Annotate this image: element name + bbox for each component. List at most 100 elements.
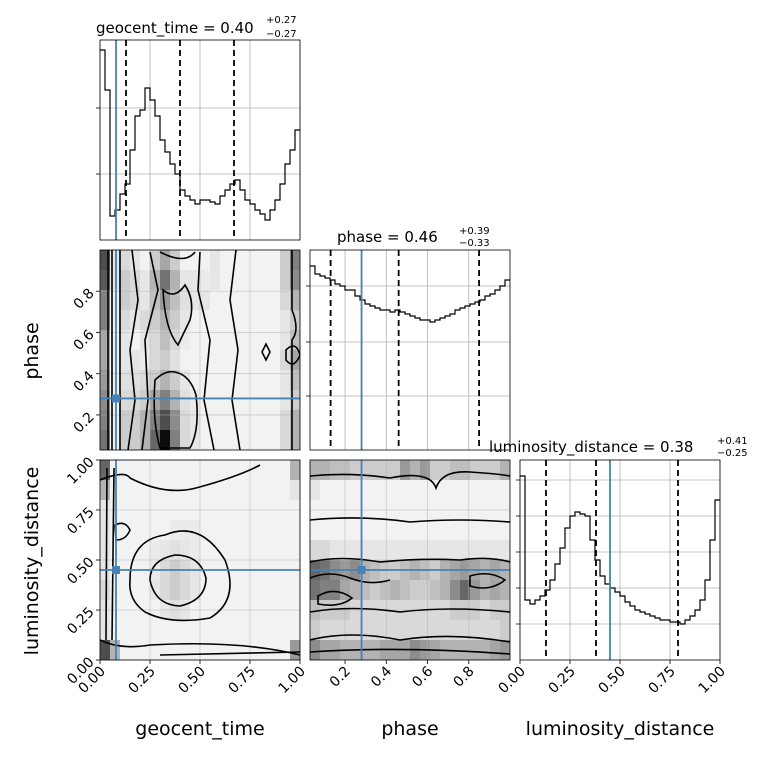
density-cell bbox=[160, 350, 171, 371]
density-cell bbox=[320, 520, 331, 541]
density-cell bbox=[360, 540, 371, 561]
density-cell bbox=[280, 580, 291, 601]
density-cell bbox=[210, 430, 221, 450]
density-cell bbox=[330, 580, 341, 601]
density-cell bbox=[240, 580, 251, 601]
density-cell bbox=[490, 540, 501, 561]
density-cell bbox=[250, 540, 261, 561]
density-cell bbox=[170, 290, 181, 311]
title-geocent-time-minus: −0.27 bbox=[266, 29, 297, 40]
x-label-luminosity-distance: luminosity_distance bbox=[526, 718, 715, 740]
density-cell bbox=[260, 480, 271, 501]
density-cell bbox=[210, 290, 221, 311]
density-cell bbox=[500, 620, 510, 641]
density-cell bbox=[370, 460, 381, 481]
density-cell bbox=[160, 370, 171, 391]
density-cell bbox=[160, 410, 171, 431]
density-cell bbox=[230, 640, 241, 660]
density-cell bbox=[220, 430, 231, 450]
density-cell bbox=[290, 350, 300, 371]
density-cell bbox=[200, 520, 211, 541]
density-cell bbox=[290, 330, 300, 351]
density-cell bbox=[210, 270, 221, 291]
density-cell bbox=[250, 520, 261, 541]
density-cell bbox=[210, 520, 221, 541]
density-cell bbox=[470, 580, 481, 601]
density-cell bbox=[490, 460, 501, 481]
density-cell bbox=[170, 310, 181, 331]
density-cell bbox=[310, 580, 321, 601]
quantile-lines bbox=[329, 250, 480, 450]
density-cell bbox=[220, 540, 231, 561]
density-cell bbox=[280, 640, 291, 660]
density-cell bbox=[350, 620, 361, 641]
density-cell bbox=[180, 460, 191, 481]
density-cell bbox=[270, 540, 281, 561]
density-cell bbox=[480, 620, 491, 641]
density-cell bbox=[200, 480, 211, 501]
density-cell bbox=[360, 480, 371, 501]
density-cell bbox=[250, 620, 261, 641]
density-cell bbox=[410, 520, 421, 541]
density-cell bbox=[220, 250, 231, 271]
density-cell bbox=[290, 640, 300, 660]
density-cell bbox=[180, 370, 191, 391]
density-cell bbox=[100, 540, 111, 561]
axes-frame bbox=[99, 39, 301, 241]
density-cell bbox=[100, 640, 111, 660]
density-cell bbox=[100, 410, 111, 431]
density-cell bbox=[400, 460, 411, 481]
density-cell bbox=[240, 390, 251, 411]
density-cell bbox=[480, 580, 491, 601]
density-cell bbox=[460, 540, 471, 561]
density-cell bbox=[190, 540, 201, 561]
density-cell bbox=[120, 460, 131, 481]
density-cell bbox=[220, 640, 231, 660]
contour-band-top bbox=[310, 557, 510, 563]
density-cell bbox=[120, 520, 131, 541]
density-cell bbox=[440, 620, 451, 641]
density-cell bbox=[320, 480, 331, 501]
x-tick-label: 0.6 bbox=[409, 663, 436, 690]
density-cell bbox=[270, 350, 281, 371]
density-cell bbox=[130, 370, 141, 391]
density-cell bbox=[390, 520, 401, 541]
y-tick-label: 0.6 bbox=[71, 327, 98, 354]
density-cell bbox=[190, 250, 201, 271]
x-ticks-luminosity-distance: 0.00 0.25 0.50 0.75 1.00 bbox=[495, 660, 729, 697]
density-cell bbox=[240, 310, 251, 331]
density-cell bbox=[220, 480, 231, 501]
density-cell bbox=[180, 310, 191, 331]
density-cell bbox=[380, 620, 391, 641]
density-cell bbox=[170, 620, 181, 641]
density-cell bbox=[100, 370, 111, 391]
x-ticks-geocent-time: 0.00 0.25 0.50 0.75 1.00 bbox=[75, 660, 309, 697]
histogram-geocent-time bbox=[100, 49, 300, 221]
density-cell bbox=[400, 540, 411, 561]
density-cell bbox=[450, 620, 461, 641]
density-cell bbox=[210, 250, 221, 271]
density-cell bbox=[280, 310, 291, 331]
density-cell bbox=[500, 460, 510, 481]
density-cell bbox=[210, 310, 221, 331]
density-cell bbox=[270, 250, 281, 271]
density-cell bbox=[190, 310, 201, 331]
density-cell bbox=[210, 640, 221, 660]
density-cell bbox=[260, 520, 271, 541]
density-cell bbox=[230, 620, 241, 641]
density-cell bbox=[280, 540, 291, 561]
density-cell bbox=[220, 270, 231, 291]
density-cell bbox=[260, 370, 271, 391]
density-cell bbox=[480, 520, 491, 541]
density-cell bbox=[160, 430, 171, 450]
density-cell bbox=[150, 350, 161, 371]
density-cell bbox=[120, 290, 131, 311]
truth-marker bbox=[112, 566, 120, 574]
density-cell bbox=[130, 330, 141, 351]
density-cell bbox=[270, 410, 281, 431]
density-cell bbox=[260, 290, 271, 311]
density-cell bbox=[190, 350, 201, 371]
contours bbox=[107, 250, 300, 450]
density-cell bbox=[130, 410, 141, 431]
density-cell bbox=[190, 370, 201, 391]
